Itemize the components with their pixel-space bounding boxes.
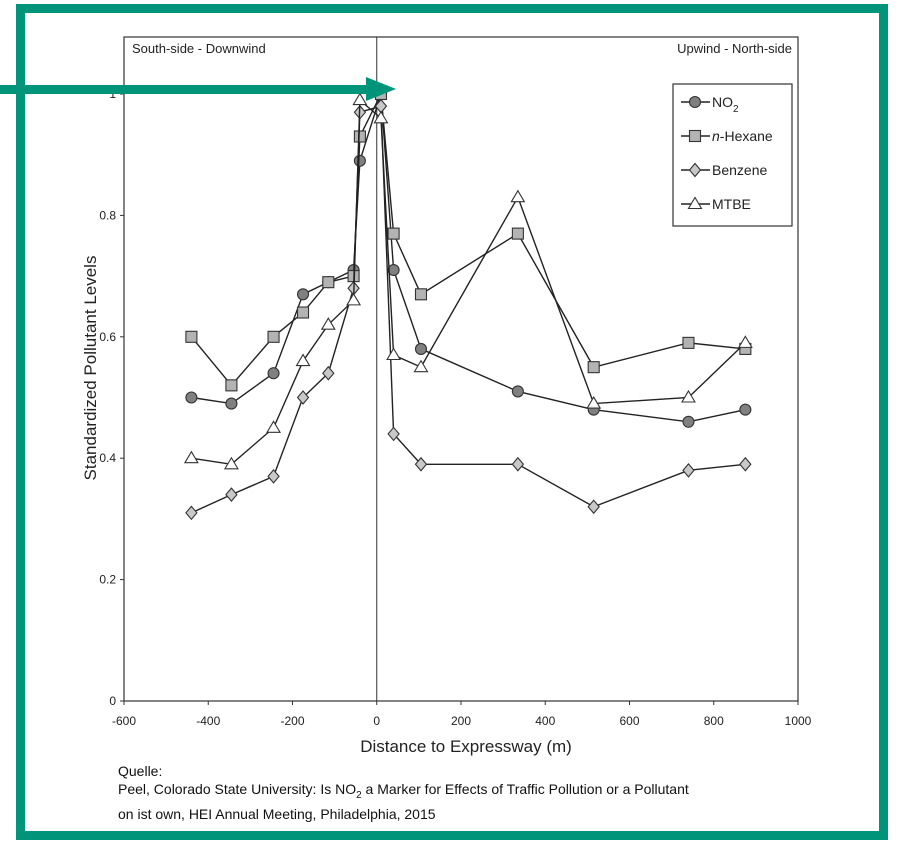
x-tick-label: -400 — [196, 714, 220, 728]
legend-label-mtbe: MTBE — [712, 196, 751, 212]
source-line-1: Peel, Colorado State University: Is NO2 … — [118, 780, 888, 805]
data-point-n-hexane — [267, 330, 280, 343]
data-point-n-hexane — [322, 276, 335, 289]
data-point-mtbe — [223, 456, 239, 470]
y-tick-label: 0.6 — [99, 330, 116, 344]
source-text-b: a Marker for Effects of Traffic Pollutio… — [361, 781, 689, 797]
data-point-n-hexane — [511, 227, 524, 240]
data-point-mtbe — [295, 353, 311, 367]
data-point-no — [225, 397, 238, 410]
y-tick-label: 0.4 — [99, 451, 116, 465]
x-tick-label: -200 — [280, 714, 304, 728]
data-point-n-hexane — [225, 379, 238, 392]
data-point-n-hexane — [353, 130, 366, 143]
data-point-mtbe — [586, 395, 602, 409]
source-subscript: 2 — [356, 789, 362, 801]
annotation-upwind-north: Upwind - North-side — [677, 41, 792, 56]
data-point-mtbe — [737, 335, 753, 348]
data-point-n-hexane — [296, 306, 310, 319]
data-point-no — [682, 415, 695, 428]
data-point-benzene — [225, 487, 238, 502]
legend-marker-benzene — [688, 162, 702, 178]
source-line-2: on ist own, HEI Annual Meeting, Philadel… — [118, 805, 436, 822]
y-tick-label: 1 — [109, 87, 116, 101]
series-group — [183, 87, 753, 521]
legend-label-no: NO2 — [712, 94, 739, 115]
source-citation: Quelle: Peel, Colorado State University:… — [118, 762, 888, 823]
x-tick-label: 200 — [451, 714, 471, 728]
legend-marker-no — [688, 95, 702, 109]
data-point-no — [353, 154, 366, 167]
data-point-mtbe — [320, 317, 336, 330]
data-point-mtbe — [373, 110, 389, 124]
arrow-head — [366, 77, 396, 101]
data-point-benzene — [387, 426, 400, 442]
legend-marker-n-hexane — [688, 129, 702, 143]
legend-marker-mtbe — [687, 196, 703, 210]
y-tick-label: 0.8 — [99, 208, 116, 222]
y-tick-label: 0.2 — [99, 573, 116, 587]
data-point-no — [387, 263, 400, 277]
data-point-mtbe — [510, 189, 526, 203]
data-point-no — [185, 391, 198, 404]
data-point-n-hexane — [414, 288, 428, 301]
source-text-a: Peel, Colorado State University: Is NO — [118, 781, 357, 797]
data-point-mtbe — [266, 420, 282, 433]
data-point-benzene — [414, 456, 428, 472]
data-point-mtbe — [352, 92, 368, 106]
arrow-line — [0, 85, 370, 94]
x-tick-label: 1000 — [785, 714, 812, 728]
data-point-n-hexane — [587, 361, 600, 374]
legend-label-benzene: Benzene — [712, 162, 767, 178]
y-axis-label: Standardized Pollutant Levels — [81, 256, 100, 481]
data-point-benzene — [587, 499, 600, 515]
legend: NO2 n-Hexane Benzene MTBE — [672, 83, 793, 227]
data-point-mtbe — [386, 347, 402, 361]
data-point-no — [414, 342, 428, 355]
annotation-south-downwind: South-side - Downwind — [132, 41, 266, 56]
data-point-no — [739, 403, 752, 416]
data-point-n-hexane — [185, 330, 198, 343]
data-point-no — [267, 367, 280, 380]
data-point-n-hexane — [682, 336, 695, 349]
x-tick-label: -600 — [112, 714, 136, 728]
x-tick-label: 400 — [535, 714, 555, 728]
x-tick-label: 0 — [373, 714, 380, 728]
source-label: Quelle: — [118, 763, 163, 779]
legend-label-n-hexane: n-Hexane — [712, 128, 773, 144]
y-axis-ticks: 0 0.2 0.4 0.6 0.8 1 — [99, 87, 124, 708]
data-point-mtbe — [346, 292, 362, 306]
data-point-n-hexane — [387, 227, 400, 240]
series-no — [185, 87, 752, 428]
x-tick-label: 800 — [704, 714, 724, 728]
data-point-mtbe — [183, 450, 199, 464]
series-line-mtbe — [191, 98, 746, 466]
data-point-benzene — [682, 462, 695, 478]
data-point-benzene — [267, 469, 280, 484]
data-point-mtbe — [681, 389, 696, 403]
series-line-no — [191, 93, 746, 423]
x-tick-label: 600 — [619, 714, 639, 728]
data-point-no — [296, 288, 310, 301]
y-tick-label: 0 — [109, 694, 116, 708]
green-frame — [16, 4, 888, 840]
series-n-hexane — [185, 87, 752, 392]
series-benzene — [185, 98, 752, 521]
data-point-benzene — [511, 456, 525, 472]
data-point-benzene — [296, 390, 310, 405]
x-axis-label: Distance to Expressway (m) — [360, 737, 572, 756]
x-axis-ticks: -600 -400 -200 0 200 400 600 800 1000 — [112, 701, 812, 728]
data-point-no — [511, 385, 524, 398]
data-point-mtbe — [413, 359, 429, 373]
data-point-benzene — [185, 505, 198, 521]
data-point-benzene — [739, 456, 752, 472]
series-line-benzene — [191, 105, 746, 514]
series-mtbe — [183, 92, 753, 470]
data-point-benzene — [322, 365, 335, 381]
